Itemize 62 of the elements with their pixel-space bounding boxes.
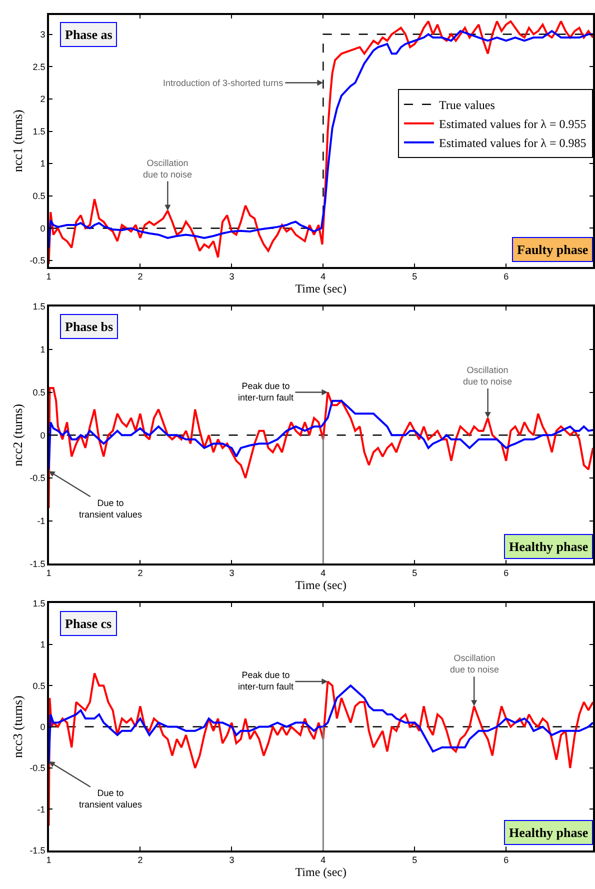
y-tick-label: 3 bbox=[40, 29, 46, 40]
annotation: Peak due to inter-turn fault bbox=[238, 381, 294, 403]
line-series bbox=[48, 400, 594, 470]
x-tick-label: 6 bbox=[504, 854, 509, 865]
legend-label: Estimated values for λ = 0.955 bbox=[439, 117, 586, 132]
annotation: Due to transient values bbox=[79, 788, 143, 810]
x-tick-label: 4 bbox=[320, 854, 326, 865]
y-tick-label: -0.5 bbox=[30, 763, 46, 774]
y-tick-label: -1 bbox=[37, 516, 46, 526]
y-tick-label: -1 bbox=[37, 804, 46, 814]
annotation: Healthy phase bbox=[509, 825, 588, 840]
y-tick-label: 1 bbox=[40, 158, 46, 169]
x-tick-label: 3 bbox=[229, 568, 234, 578]
x-tick-label: 2 bbox=[138, 272, 143, 282]
x-tick-label: 5 bbox=[412, 854, 418, 865]
annotation: Faulty phase bbox=[517, 242, 588, 257]
x-axis-title: Time (sec) bbox=[295, 282, 346, 296]
x-tick-label: 5 bbox=[412, 568, 418, 578]
annotation: Peak due to inter-turn fault bbox=[238, 670, 294, 692]
annotation: Oscillation due to noise bbox=[143, 158, 192, 180]
y-tick-label: 0 bbox=[40, 722, 46, 732]
annotation: Healthy phase bbox=[509, 539, 588, 554]
y-tick-label: 1.5 bbox=[32, 126, 46, 136]
y-tick-label: 1.5 bbox=[32, 302, 46, 312]
y-tick-label: 2.5 bbox=[32, 62, 46, 72]
x-tick-label: 2 bbox=[138, 568, 143, 578]
line-series bbox=[48, 672, 594, 827]
y-tick-label: -1.5 bbox=[30, 846, 46, 856]
x-tick-label: 6 bbox=[504, 272, 509, 282]
legend-label: True values bbox=[439, 98, 496, 112]
x-axis-title: Time (sec) bbox=[295, 864, 346, 879]
annotation: Phase cs bbox=[65, 616, 112, 631]
y-tick-label: 1.5 bbox=[32, 598, 46, 608]
y-tick-label: 0 bbox=[40, 223, 46, 234]
legend-label: Estimated values for λ = 0.985 bbox=[439, 136, 586, 150]
y-tick-label: 1 bbox=[40, 640, 46, 650]
y-axis-title: ncc3 (turns) bbox=[10, 696, 26, 758]
y-axis-title: ncc2 (turns) bbox=[10, 404, 26, 466]
y-tick-label: 0.5 bbox=[32, 387, 46, 398]
y-tick-label: 2 bbox=[40, 94, 46, 104]
annotation: Due to transient values bbox=[79, 498, 143, 520]
y-axis-title: ncc1 (turns) bbox=[10, 110, 26, 172]
x-tick-label: 2 bbox=[138, 854, 143, 865]
x-tick-label: 3 bbox=[229, 272, 234, 282]
x-tick-label: 5 bbox=[412, 272, 418, 282]
y-tick-label: 0.5 bbox=[32, 680, 46, 691]
x-tick-label: 4 bbox=[320, 272, 326, 282]
annotation: Phase bs bbox=[65, 319, 114, 334]
y-tick-label: 0.5 bbox=[32, 191, 46, 202]
y-tick-label: -0.5 bbox=[30, 256, 46, 266]
y-tick-label: 1 bbox=[40, 344, 46, 355]
annotation: Oscillation due to noise bbox=[463, 365, 512, 387]
x-axis-title: Time (sec) bbox=[295, 578, 346, 592]
x-tick-label: 3 bbox=[229, 854, 234, 865]
annotation: Oscillation due to noise bbox=[450, 653, 500, 675]
annotation: Phase as bbox=[65, 27, 112, 42]
x-tick-label: 6 bbox=[504, 568, 509, 578]
y-tick-label: -0.5 bbox=[30, 473, 46, 484]
y-tick-label: 0 bbox=[40, 430, 46, 440]
annotation: Introduction of 3-shorted turns bbox=[163, 78, 284, 88]
y-tick-label: -1.5 bbox=[30, 558, 46, 569]
x-tick-label: 4 bbox=[320, 568, 326, 578]
